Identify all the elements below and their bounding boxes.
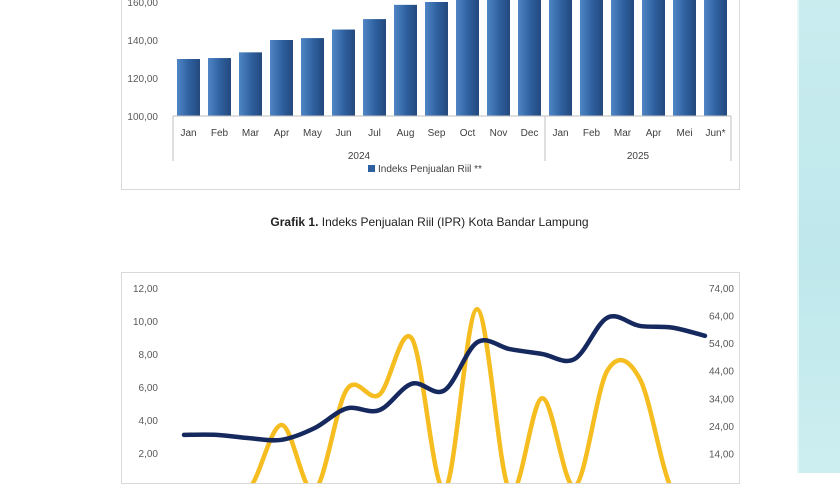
x-tick-label: Sep <box>428 128 446 139</box>
side-strip-edge <box>797 0 799 473</box>
y-right-tick-label: 14,00 <box>709 449 734 460</box>
dual-axis-line-chart: 2,00 4,00 6,00 8,00 10,00 12,00 14,00 24,00 34,0… <box>121 272 740 488</box>
x-tick-label: Aug <box>397 128 415 139</box>
bar <box>456 0 479 116</box>
bar <box>518 0 541 116</box>
y-right-tick-label: 24,00 <box>709 422 734 433</box>
x-tick-label: Feb <box>583 128 601 139</box>
bar <box>611 0 634 116</box>
y-right-tick-label: 34,00 <box>709 394 734 405</box>
legend-swatch <box>368 165 375 172</box>
y-left-tick-label: 10,00 <box>133 317 158 328</box>
y-right-tick-label: 64,00 <box>709 312 734 323</box>
y-tick-label: 140,00 <box>127 36 158 47</box>
graph1-caption-prefix: Grafik 1. <box>270 215 319 229</box>
bar <box>425 2 448 116</box>
x-tick-label: Jul <box>368 128 381 139</box>
bar <box>394 4 417 117</box>
gold-series-line <box>246 306 674 488</box>
navy-series-line <box>181 314 708 443</box>
x-tick-label: Apr <box>274 128 290 139</box>
y-left-tick-label: 8,00 <box>139 350 159 361</box>
x-tick-label: Mar <box>242 128 260 139</box>
x-tick-label: Mar <box>614 128 632 139</box>
x-tick-label: May <box>303 128 322 139</box>
ipr-bar-chart: 100,00 120,00 140,00 160,00 Jan Feb Mar Apr May J… <box>121 0 740 190</box>
bar <box>549 0 572 116</box>
x-tick-label: Apr <box>646 128 662 139</box>
bar <box>239 52 262 116</box>
y-left-tick-label: 2,00 <box>139 449 159 460</box>
group-label: 2024 <box>348 151 371 162</box>
bar <box>642 0 665 116</box>
x-tick-label: Feb <box>211 128 229 139</box>
y-tick-label: 160,00 <box>127 0 158 9</box>
graph1-caption-text: Indeks Penjualan Riil (IPR) Kota Bandar … <box>318 215 589 229</box>
bar <box>270 40 293 116</box>
y-tick-label: 120,00 <box>127 74 158 85</box>
x-tick-label: Mei <box>676 128 692 139</box>
y-right-tick-label: 54,00 <box>709 339 734 350</box>
bar <box>673 0 696 116</box>
x-tick-label: Jun <box>335 128 351 139</box>
y-right-tick-label: 74,00 <box>709 284 734 295</box>
y-left-tick-label: 4,00 <box>139 416 159 427</box>
bar <box>487 0 510 116</box>
bar <box>363 19 386 117</box>
bar <box>208 58 231 116</box>
dual-axis-line-chart-svg: 2,00 4,00 6,00 8,00 10,00 12,00 14,00 24,00 34,0… <box>133 284 734 488</box>
y-tick-label: 100,00 <box>127 112 158 123</box>
legend-label: Indeks Penjualan Riil ** <box>378 164 482 175</box>
y-left-tick-label: 6,00 <box>139 383 159 394</box>
group-label: 2025 <box>627 151 650 162</box>
graph1-caption: Grafik 1. Indeks Penjualan Riil (IPR) Ko… <box>121 215 738 229</box>
x-tick-label: Oct <box>460 128 476 139</box>
y-left-tick-label: 12,00 <box>133 284 158 295</box>
x-tick-label: Jun* <box>705 128 725 139</box>
bar <box>177 59 200 116</box>
x-tick-label: Dec <box>521 128 539 139</box>
x-tick-label: Jan <box>552 128 568 139</box>
x-tick-label: Nov <box>490 128 508 139</box>
bar <box>580 0 603 116</box>
bar <box>704 0 727 116</box>
x-tick-label: Jan <box>180 128 196 139</box>
side-decor-strip <box>797 0 840 473</box>
ipr-bar-chart-svg: 100,00 120,00 140,00 160,00 Jan Feb Mar Apr May J… <box>127 0 732 175</box>
y-right-tick-label: 44,00 <box>709 367 734 378</box>
bar <box>332 29 355 116</box>
bar <box>301 38 324 116</box>
